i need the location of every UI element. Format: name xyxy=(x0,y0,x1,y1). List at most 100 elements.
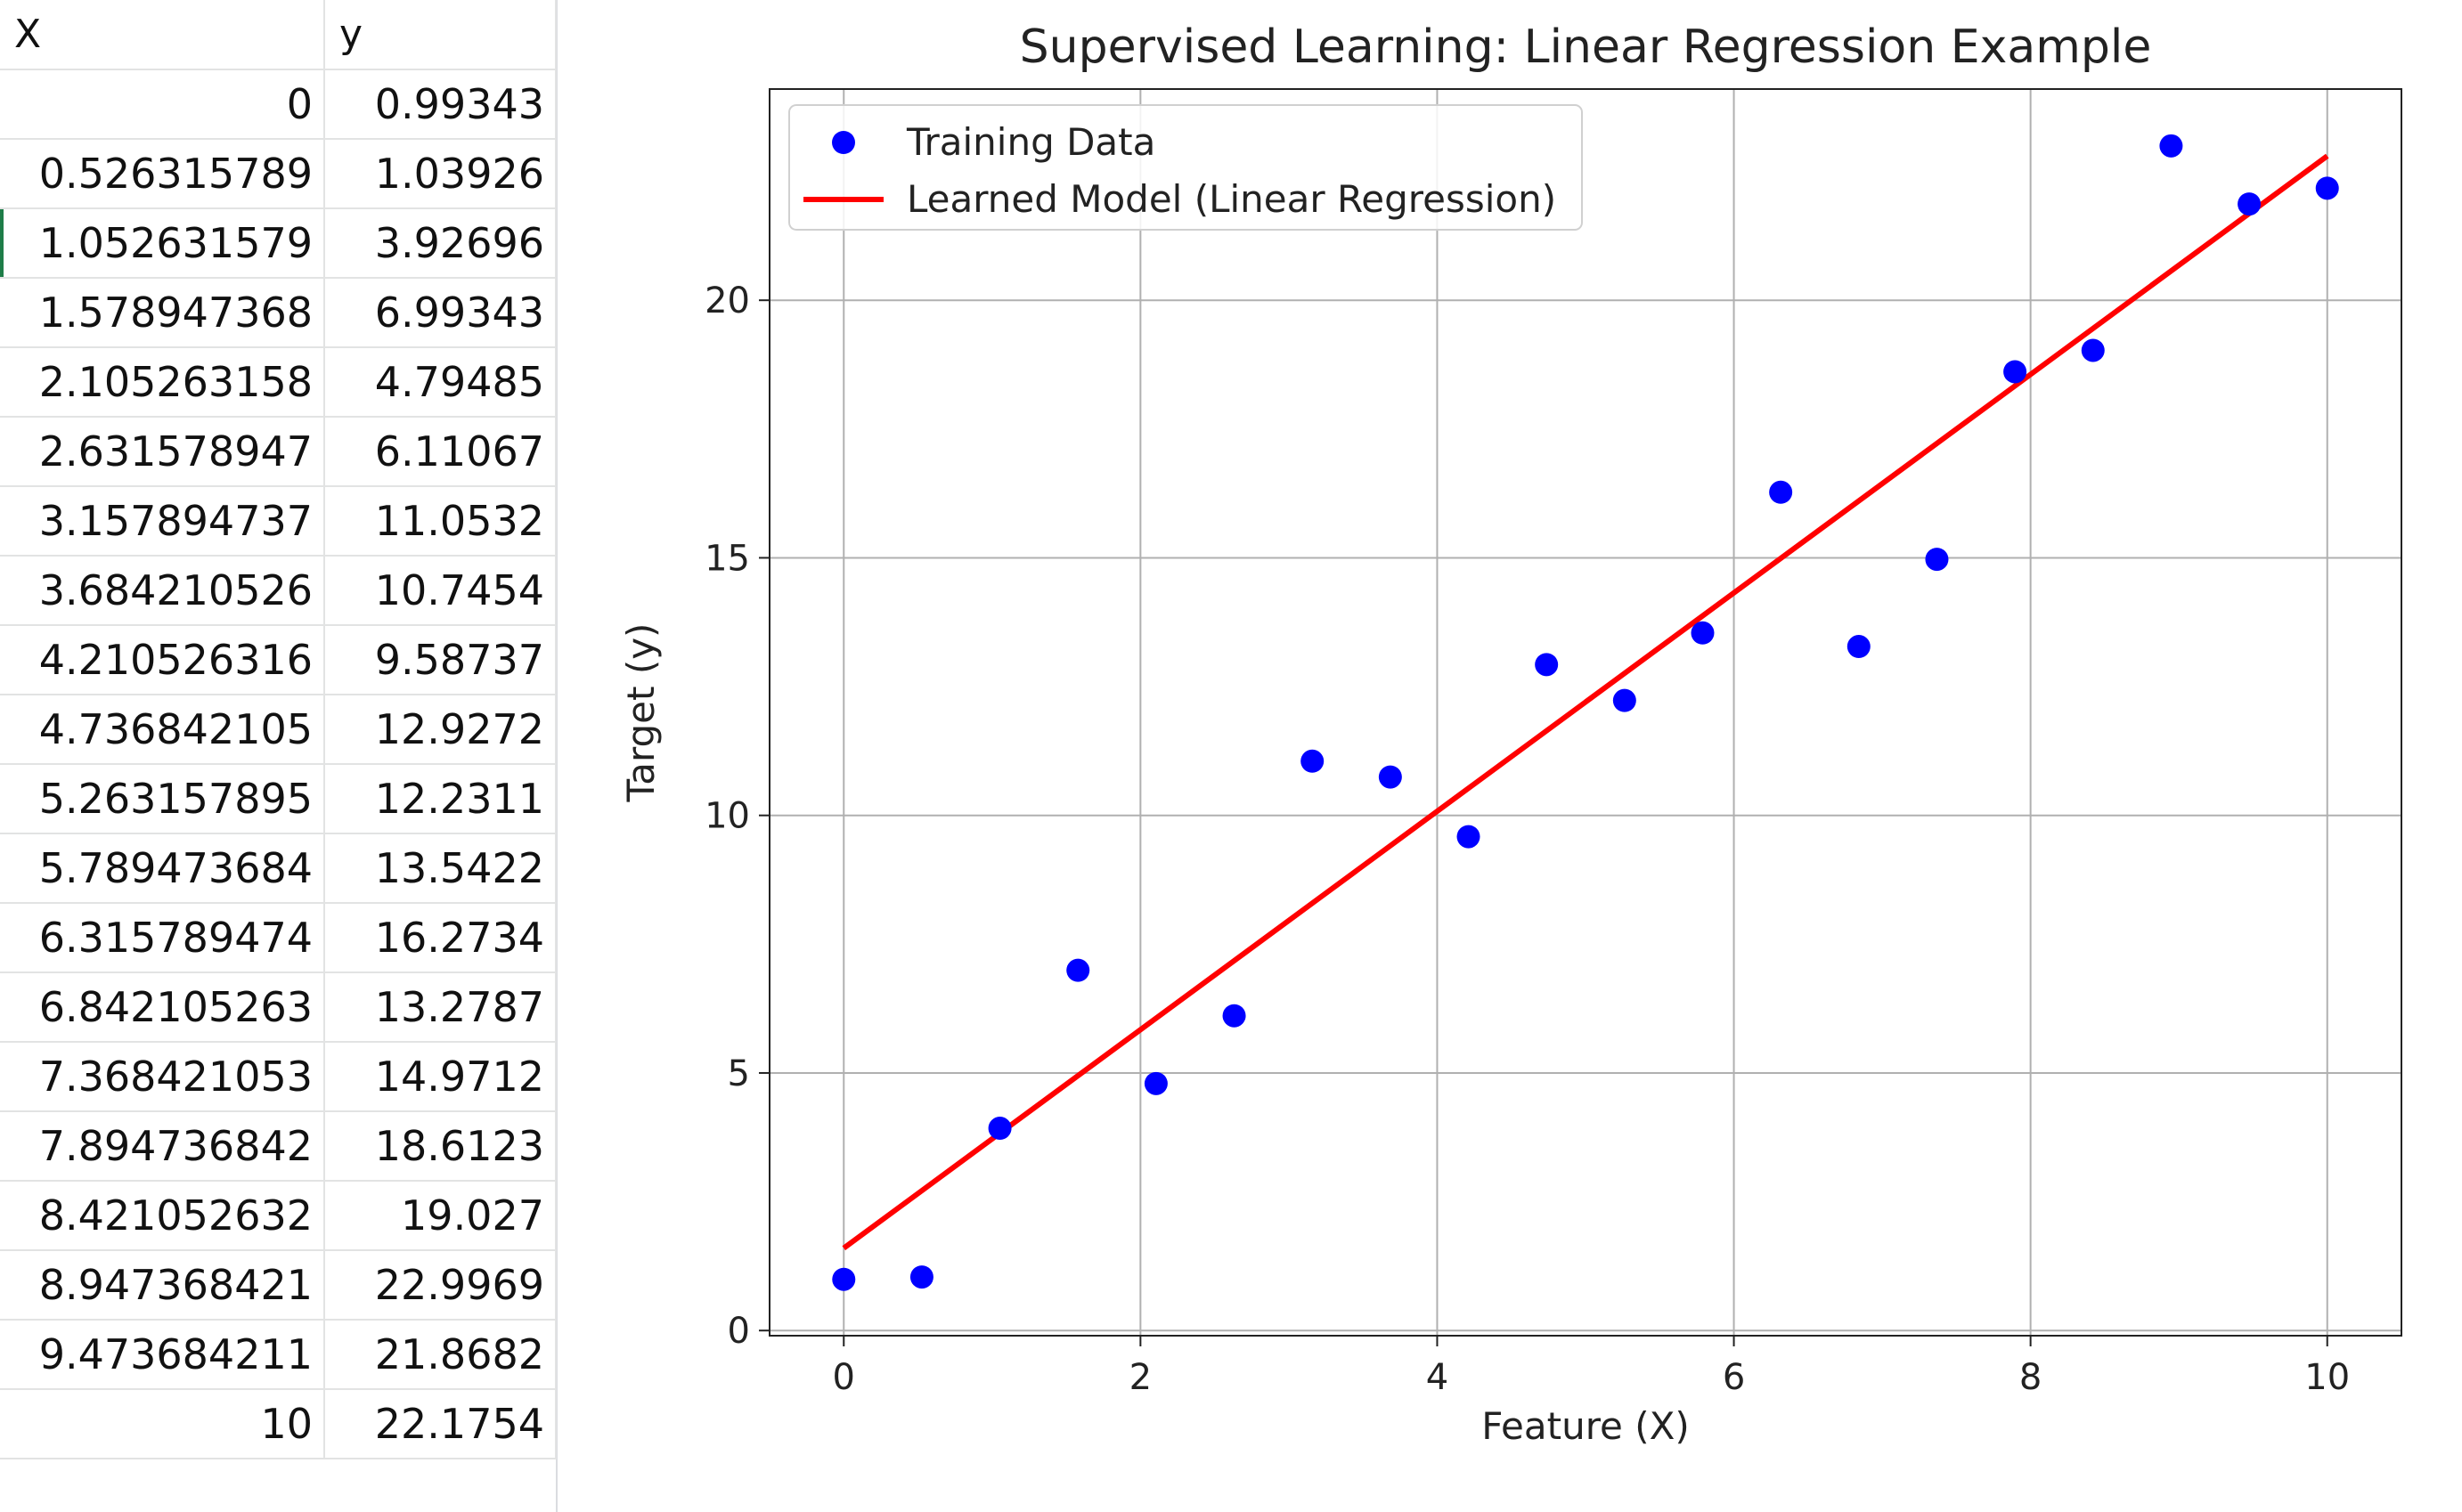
plot-frame xyxy=(769,88,2402,1337)
table-row: 8.421052632 19.027 xyxy=(0,1181,557,1251)
regression-line-layer xyxy=(842,153,2329,1251)
cell-x[interactable]: 6.315789474 xyxy=(0,903,325,973)
data-point xyxy=(2159,134,2183,158)
x-tick-label: 0 xyxy=(833,1357,855,1398)
cell-x[interactable]: 0 xyxy=(0,69,325,140)
cell-y[interactable]: 1.03926 xyxy=(324,139,557,209)
data-point xyxy=(2315,176,2339,200)
chart-legend: Training Data Learned Model (Linear Regre… xyxy=(788,104,1583,231)
data-point xyxy=(2238,192,2262,216)
data-point xyxy=(1222,1004,1246,1028)
table-row: 7.894736842 18.6123 xyxy=(0,1111,557,1182)
data-point xyxy=(832,1267,856,1291)
table-row: 0.526315789 1.03926 xyxy=(0,139,557,209)
data-table: X y 0 0.99343 0.526315789 1.03926 1.05263157… xyxy=(0,0,557,1459)
cell-y[interactable]: 13.5422 xyxy=(324,833,557,904)
data-point xyxy=(1300,749,1325,773)
cell-x[interactable]: 9.473684211 xyxy=(0,1320,325,1390)
cell-x[interactable]: 8.947368421 xyxy=(0,1250,325,1321)
table-row: 3.157894737 11.0532 xyxy=(0,486,557,557)
x-tick-label: 2 xyxy=(1129,1357,1152,1398)
table-row: 4.736842105 12.9272 xyxy=(0,695,557,765)
data-point xyxy=(1456,825,1480,849)
cell-x[interactable]: 1.578947368 xyxy=(0,278,325,348)
spreadsheet-panel: X y 0 0.99343 0.526315789 1.03926 1.05263157… xyxy=(0,0,558,1512)
table-row: 6.315789474 16.2734 xyxy=(0,903,557,973)
data-point xyxy=(1535,653,1559,677)
cell-y[interactable]: 6.11067 xyxy=(324,417,557,487)
table-row: 9.473684211 21.8682 xyxy=(0,1320,557,1390)
table-row: 1.578947368 6.99343 xyxy=(0,278,557,348)
table-row: 4.210526316 9.58737 xyxy=(0,625,557,695)
x-tick-label: 6 xyxy=(1723,1357,1745,1398)
cell-x[interactable]: 8.421052632 xyxy=(0,1181,325,1251)
y-tick-label: 20 xyxy=(705,280,750,321)
cell-x[interactable]: 0.526315789 xyxy=(0,139,325,209)
header-cell-x[interactable]: X xyxy=(0,0,325,70)
data-point xyxy=(1378,765,1402,789)
cell-x[interactable]: 4.210526316 xyxy=(0,625,325,695)
cell-x[interactable]: 4.736842105 xyxy=(0,695,325,765)
cell-y[interactable]: 9.58737 xyxy=(324,625,557,695)
x-tick-label: 4 xyxy=(1426,1357,1448,1398)
cell-x[interactable]: 5.263157895 xyxy=(0,764,325,834)
y-tick-label: 15 xyxy=(705,538,750,579)
cell-y[interactable]: 22.1754 xyxy=(324,1389,557,1459)
x-tick-label: 10 xyxy=(2304,1357,2350,1398)
grid-lines xyxy=(770,89,2401,1336)
scatter-chart: 0 2 4 6 8 10 0 5 10 15 20 Supervised Learning: Lin… xyxy=(619,20,2402,1448)
cell-x[interactable]: 7.368421053 xyxy=(0,1042,325,1112)
cell-y[interactable]: 16.2734 xyxy=(324,903,557,973)
table-row: 7.368421053 14.9712 xyxy=(0,1042,557,1112)
cell-y[interactable]: 13.2787 xyxy=(324,972,557,1043)
x-tick-label: 8 xyxy=(2019,1357,2042,1398)
cell-y[interactable]: 11.0532 xyxy=(324,486,557,557)
table-row: 5.789473684 13.5422 xyxy=(0,833,557,904)
data-point xyxy=(1925,548,1949,572)
cell-x[interactable]: 10 xyxy=(0,1389,325,1459)
cell-x[interactable]: 1.052631579 xyxy=(0,208,325,279)
data-point xyxy=(2081,338,2105,362)
cell-y[interactable]: 22.9969 xyxy=(324,1250,557,1321)
table-row: 8.947368421 22.9969 xyxy=(0,1250,557,1321)
cell-x[interactable]: 2.631578947 xyxy=(0,417,325,487)
data-point xyxy=(1612,688,1636,712)
cell-y[interactable]: 19.027 xyxy=(324,1181,557,1251)
table-row: 6.842105263 13.2787 xyxy=(0,972,557,1043)
scatter-points-layer xyxy=(832,134,2339,1291)
table-row: 5.263157895 12.2311 xyxy=(0,764,557,834)
cell-y[interactable]: 3.92696 xyxy=(324,208,557,279)
cell-x[interactable]: 2.105263158 xyxy=(0,347,325,418)
cell-x[interactable]: 3.684210526 xyxy=(0,556,325,626)
table-header-row: X y xyxy=(0,0,557,70)
legend-label: Training Data xyxy=(906,120,1155,164)
cell-x[interactable]: 5.789473684 xyxy=(0,833,325,904)
y-tick-label: 0 xyxy=(728,1311,750,1352)
table-row: 0 0.99343 xyxy=(0,69,557,140)
regression-line xyxy=(842,153,2329,1251)
cell-y[interactable]: 12.2311 xyxy=(324,764,557,834)
cell-y[interactable]: 21.8682 xyxy=(324,1320,557,1390)
legend-point-swatch xyxy=(832,131,855,154)
cell-y[interactable]: 10.7454 xyxy=(324,556,557,626)
x-axis-label: Feature (X) xyxy=(1481,1404,1690,1448)
header-cell-y[interactable]: y xyxy=(324,0,557,70)
cell-x[interactable]: 3.157894737 xyxy=(0,486,325,557)
cell-y[interactable]: 12.9272 xyxy=(324,695,557,765)
cell-y[interactable]: 4.79485 xyxy=(324,347,557,418)
chart-panel: 0 2 4 6 8 10 0 5 10 15 20 Supervised Learning: Lin… xyxy=(556,0,2462,1512)
cell-y[interactable]: 6.99343 xyxy=(324,278,557,348)
cell-x[interactable]: 6.842105263 xyxy=(0,972,325,1043)
table-row: 3.684210526 10.7454 xyxy=(0,556,557,626)
y-axis-label: Target (y) xyxy=(619,623,663,803)
data-point xyxy=(988,1117,1012,1141)
cell-x[interactable]: 7.894736842 xyxy=(0,1111,325,1182)
y-tick-label: 5 xyxy=(728,1053,750,1094)
cell-y[interactable]: 14.9712 xyxy=(324,1042,557,1112)
cell-y[interactable]: 0.99343 xyxy=(324,69,557,140)
cell-y[interactable]: 18.6123 xyxy=(324,1111,557,1182)
legend-box xyxy=(788,104,1583,231)
data-point xyxy=(1691,621,1715,645)
table-row: 10 22.1754 xyxy=(0,1389,557,1459)
y-tick-label: 10 xyxy=(705,796,750,837)
